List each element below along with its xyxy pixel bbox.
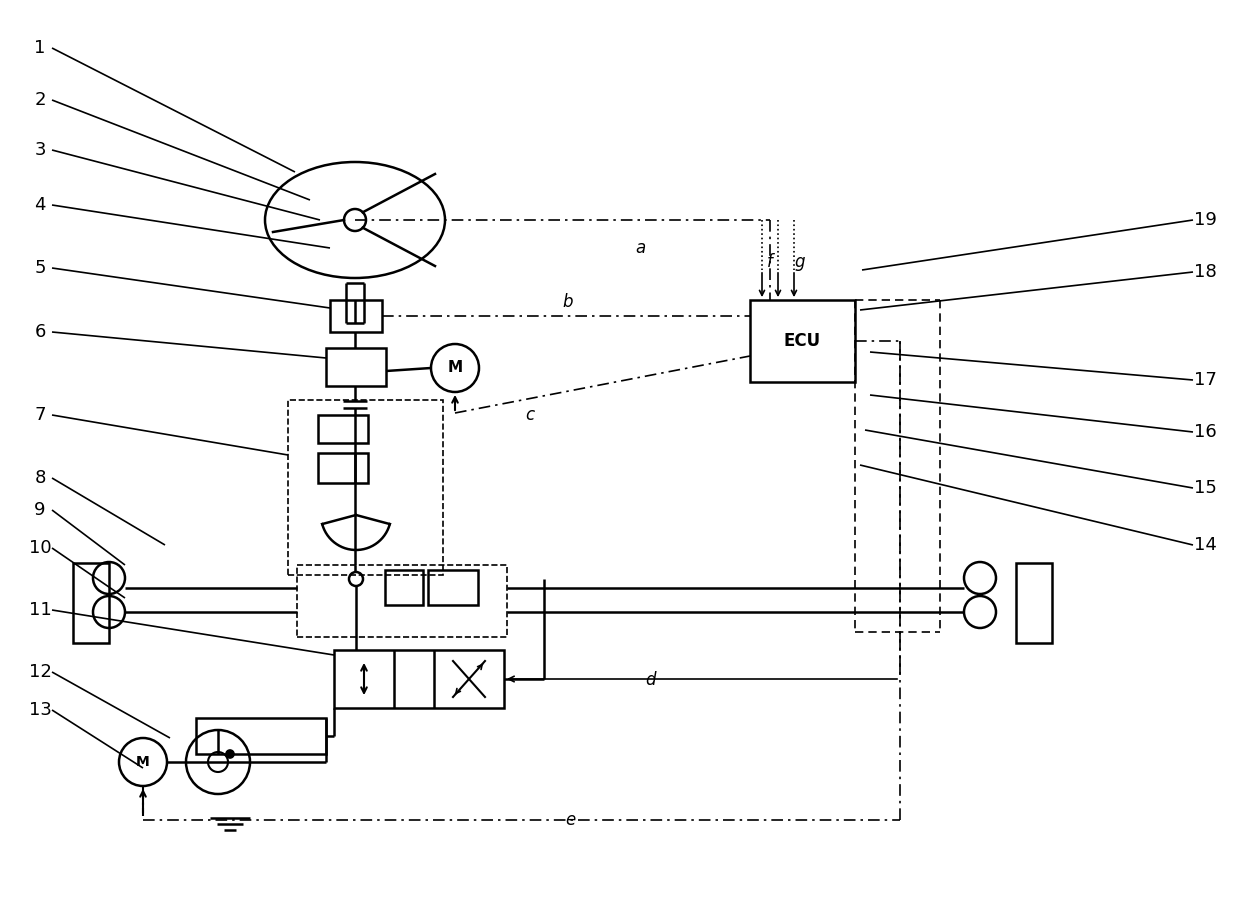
Text: 17: 17 [1194,371,1216,389]
Bar [326,348,386,386]
Bar [334,650,503,708]
Bar [384,570,423,605]
Text: 19: 19 [1194,211,1216,229]
Text: b: b [563,293,573,311]
Text: e: e [565,811,575,829]
Bar [317,415,368,443]
Text: ECU: ECU [784,332,821,350]
Text: 6: 6 [35,323,46,341]
Text: d: d [645,671,655,689]
Text: f: f [768,253,773,271]
Text: a: a [635,239,645,257]
Bar [330,300,382,332]
Text: 7: 7 [35,406,46,424]
Text: 14: 14 [1194,536,1216,554]
Bar [428,570,477,605]
Bar [317,453,368,483]
Text: M: M [136,755,150,769]
Bar [298,565,507,637]
Text: c: c [526,406,534,424]
Text: 12: 12 [29,663,51,681]
Text: g: g [795,253,805,271]
Text: 8: 8 [35,469,46,487]
Text: 9: 9 [35,501,46,519]
Bar [196,718,326,754]
Text: 13: 13 [29,701,51,719]
Circle shape [226,750,234,758]
Text: 11: 11 [29,601,51,619]
Text: 10: 10 [29,539,51,557]
Text: 4: 4 [35,196,46,214]
Text: M: M [448,360,463,376]
Bar [73,563,109,643]
Bar [1016,563,1052,643]
Text: 5: 5 [35,259,46,277]
Text: 18: 18 [1194,263,1216,281]
Text: 16: 16 [1194,423,1216,441]
Text: 1: 1 [35,39,46,57]
Bar [288,400,443,575]
Text: 15: 15 [1194,479,1216,497]
Text: 3: 3 [35,141,46,159]
Text: 2: 2 [35,91,46,109]
Bar [750,300,856,382]
